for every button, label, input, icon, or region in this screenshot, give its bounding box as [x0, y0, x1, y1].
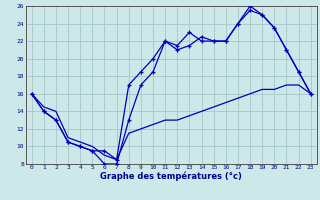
X-axis label: Graphe des températures (°c): Graphe des températures (°c): [100, 172, 242, 181]
